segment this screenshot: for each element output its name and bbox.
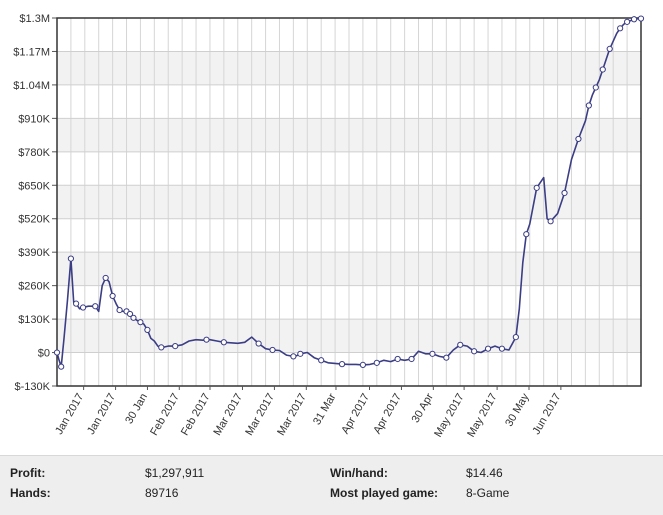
data-point <box>338 361 346 368</box>
y-tick-label: $130K <box>18 314 50 326</box>
x-tick-label: Mar 2017 <box>243 392 277 438</box>
data-point <box>471 348 478 355</box>
profit-chart: $-130K $0 $130K $260K $390K $520K $650K $780K $9… <box>13 13 645 440</box>
y-tick-label: $260K <box>18 281 50 293</box>
data-point <box>53 349 61 356</box>
game-label: Most played game: <box>330 486 439 500</box>
stats-panel: Profit: $1,297,911 Win/hand: $14.46 Hand… <box>0 455 663 515</box>
x-tick-label: Mar 2017 <box>211 392 245 438</box>
data-point <box>630 16 638 23</box>
x-tick-label: 31 Mar <box>311 391 339 427</box>
data-point <box>109 292 116 300</box>
x-tick-label: 30 May <box>503 391 532 429</box>
data-point <box>512 334 519 341</box>
data-point <box>592 84 599 91</box>
data-point <box>429 350 436 357</box>
data-point <box>484 345 492 352</box>
x-tick-label: 30 Jan <box>123 392 150 427</box>
data-point <box>220 339 227 346</box>
y-tick-label: $520K <box>18 214 50 226</box>
x-tick-label: Jan 2017 <box>53 392 86 437</box>
data-point <box>172 343 179 350</box>
data-point <box>130 314 137 321</box>
x-tick-label: Feb 2017 <box>179 392 213 438</box>
y-tick-label: $1.04M <box>13 80 50 92</box>
plot-border <box>56 17 642 387</box>
data-point <box>637 15 645 22</box>
data-point <box>523 231 530 238</box>
data-point <box>92 303 99 310</box>
data-point <box>126 310 134 318</box>
x-tick-label: Mar 2017 <box>275 392 309 438</box>
x-tick-label: 30 Apr <box>410 391 436 425</box>
y-tick-label: $1.3M <box>19 13 50 25</box>
y-tick-label: $650K <box>18 180 50 192</box>
x-tick-label: Apr 2017 <box>339 392 372 437</box>
data-point <box>498 345 506 352</box>
data-point <box>408 355 415 363</box>
data-point <box>137 319 144 326</box>
y-tick-label: $-130K <box>15 381 51 393</box>
y-tick-label: $910K <box>18 113 50 125</box>
data-point <box>575 135 582 143</box>
y-tick-label: $390K <box>18 247 50 259</box>
x-tick-label: Jun 2017 <box>530 392 563 437</box>
x-tick-label: Feb 2017 <box>148 392 182 438</box>
winhand-value: $14.46 <box>466 466 503 480</box>
x-tick-label: May 2017 <box>465 392 500 440</box>
data-point <box>394 355 401 363</box>
data-point <box>102 274 109 282</box>
data-point <box>623 18 631 25</box>
profit-label: Profit: <box>10 466 46 480</box>
winhand-label: Win/hand: <box>330 466 388 480</box>
hands-value: 89716 <box>145 486 179 500</box>
data-point <box>67 255 75 262</box>
data-point <box>443 354 450 361</box>
data-point <box>561 189 568 197</box>
data-point <box>457 341 464 348</box>
data-point <box>617 25 624 32</box>
data-point <box>606 45 613 52</box>
x-tick-label: May 2017 <box>432 392 467 440</box>
hands-label: Hands: <box>10 486 51 500</box>
data-point <box>318 357 325 364</box>
data-point <box>585 102 592 109</box>
y-tick-label: $1.17M <box>13 46 50 58</box>
chart-svg: $-130K $0 $130K $260K $390K $520K $650K $780K $9… <box>13 13 645 440</box>
x-tick-label: Jan 2017 <box>85 392 118 437</box>
data-point <box>144 326 151 333</box>
data-point <box>297 350 304 357</box>
data-point <box>158 344 165 351</box>
data-point <box>255 340 262 347</box>
data-point <box>203 336 210 343</box>
data-point <box>79 304 87 311</box>
data-point <box>599 66 606 73</box>
data-point <box>73 300 80 307</box>
data-point <box>58 363 65 370</box>
data-point <box>533 184 540 191</box>
data-point <box>290 353 297 360</box>
data-point <box>116 306 123 314</box>
data-point <box>359 361 367 368</box>
data-point <box>269 346 276 354</box>
game-value: 8-Game <box>466 486 510 500</box>
y-tick-label: $780K <box>18 147 50 159</box>
data-point <box>547 218 554 225</box>
y-tick-label: $0 <box>38 348 50 360</box>
data-point <box>373 359 380 366</box>
x-tick-label: Apr 2017 <box>371 392 404 437</box>
profit-value: $1,297,911 <box>145 466 205 480</box>
